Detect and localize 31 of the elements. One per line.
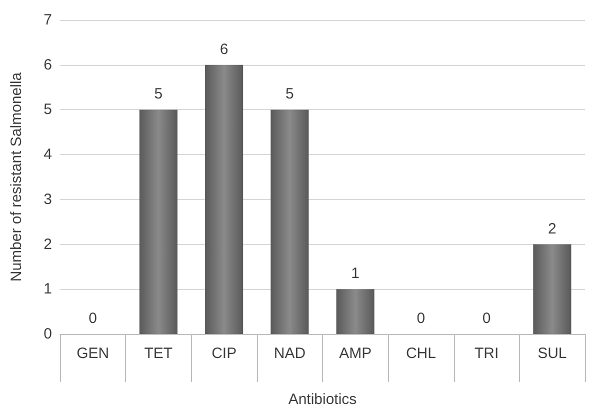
y-tick-label: 5 [44,101,52,118]
x-tick-label: SUL [538,345,567,362]
y-tick-label: 2 [44,236,52,253]
y-tick-label: 1 [44,280,52,298]
x-axis-title: Antibiotics [288,391,357,408]
x-tick-label: CIP [212,345,237,362]
bar [139,110,178,334]
y-tick-label: 0 [44,326,52,342]
data-label: 5 [286,86,294,103]
y-tick-label: 4 [44,146,52,164]
data-label: 2 [548,220,556,238]
data-label: 1 [351,265,360,282]
x-tick-label: AMP [339,345,372,362]
y-tick-label: 6 [44,56,52,74]
bar [533,244,572,334]
x-tick-label: GEN [76,345,110,362]
x-tick-label: TRI [474,345,499,362]
x-tick-label: NAD [274,345,306,362]
data-label: 0 [482,310,491,327]
bar [270,110,309,334]
data-label: 5 [154,86,163,103]
y-tick-label: 7 [44,12,52,28]
y-axis-title: Number of resistant Salmonella [8,72,25,282]
bar [205,64,244,334]
data-label: 6 [220,40,228,58]
x-tick-label: TET [144,345,173,362]
x-tick-label: CHL [406,345,436,362]
bar [336,289,374,334]
y-tick-label: 3 [44,190,52,208]
data-label: 0 [88,310,97,327]
data-label: 0 [416,310,426,327]
